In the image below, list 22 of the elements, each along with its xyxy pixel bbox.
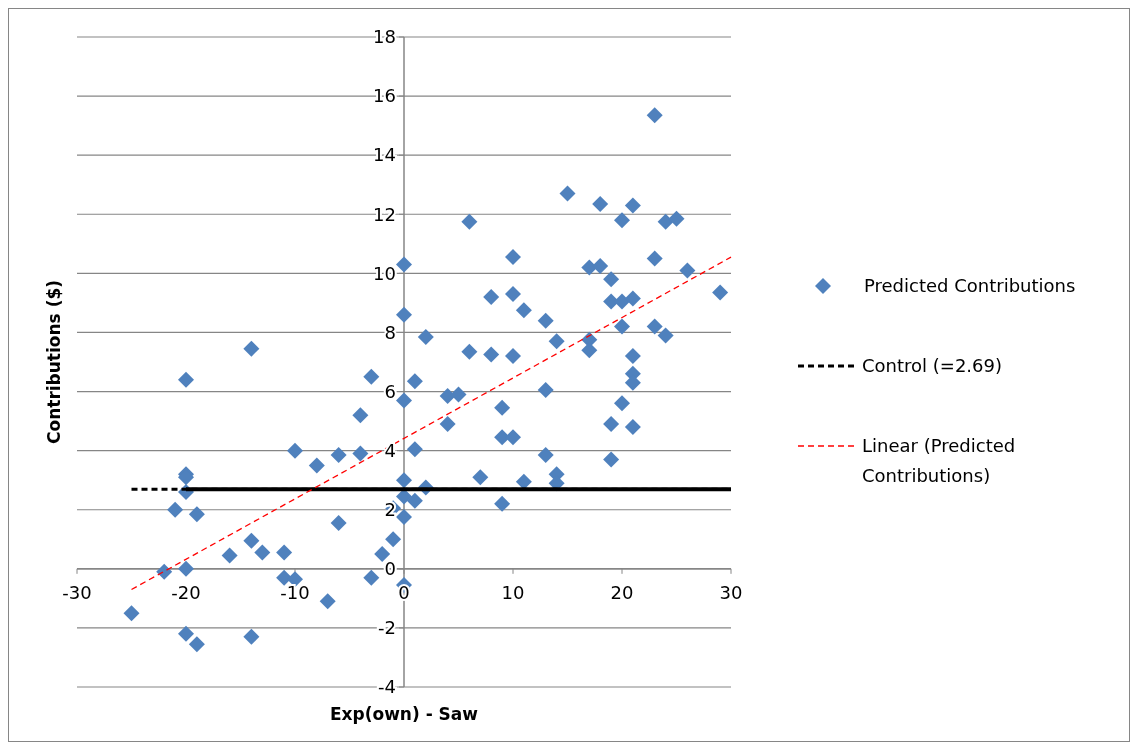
y-tick-label: 8 — [384, 321, 396, 343]
legend-label: Linear (Predicted Contributions) — [862, 435, 1016, 486]
y-tick-label: 0 — [384, 558, 396, 580]
x-tick-label: 30 — [719, 581, 743, 603]
y-tick-label: -4 — [378, 676, 396, 698]
y-tick-label: 12 — [373, 203, 396, 225]
y-tick-label: 6 — [384, 380, 396, 402]
y-tick-label: 10 — [373, 262, 396, 284]
legend-label: Predicted Contributions — [864, 275, 1076, 297]
legend-label: Control (=2.69) — [862, 355, 1002, 377]
y-tick-label: -2 — [378, 617, 396, 639]
y-tick-label: 16 — [373, 85, 396, 107]
x-tick-label: 10 — [501, 581, 525, 603]
x-tick-label: -30 — [62, 581, 92, 603]
y-tick-label: 14 — [373, 144, 396, 166]
x-tick-label: -10 — [280, 581, 310, 603]
x-axis-title: Exp(own) - Saw — [329, 704, 479, 724]
x-tick-label: 20 — [610, 581, 634, 603]
y-axis-title: Contributions ($) — [44, 279, 64, 445]
x-tick-label: -20 — [171, 581, 201, 603]
y-tick-label: 18 — [373, 26, 396, 48]
y-tick-label: 4 — [384, 439, 396, 461]
